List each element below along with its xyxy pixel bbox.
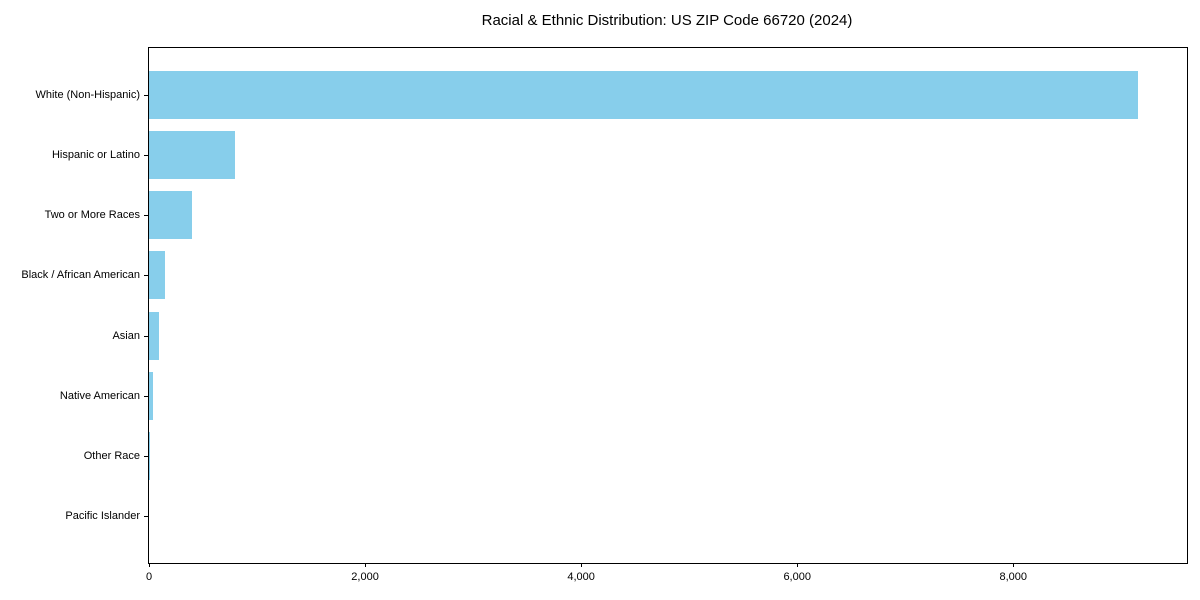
y-tick-label-asian: Asian (112, 329, 140, 342)
bar-two-or-more-races (149, 191, 192, 240)
y-axis-tick (144, 336, 148, 337)
y-axis-tick (144, 516, 148, 517)
chart-title: Racial & Ethnic Distribution: US ZIP Cod… (481, 12, 853, 29)
y-tick-label-other-race: Other Race (83, 449, 140, 462)
x-axis-tick (796, 563, 798, 567)
bar-hispanic-or-latino (149, 131, 235, 180)
y-tick-label-hispanic-or-latino: Hispanic or Latino (51, 149, 140, 162)
y-tick-label-black-african-american: Black / African American (21, 269, 140, 282)
y-axis-tick (144, 95, 148, 96)
x-axis-tick (148, 563, 150, 567)
y-axis-tick (144, 215, 148, 216)
y-axis-tick (144, 396, 148, 397)
bar-other-race (149, 431, 150, 480)
x-tick-label-8-000: 8,000 (999, 571, 1028, 583)
y-axis-tick (144, 155, 148, 156)
plot-area: White (Non-Hispanic) Hispanic or Latino Tw… (21, 47, 1188, 583)
x-axis-tick (580, 563, 582, 567)
y-tick-label-white-non-hispanic: White (Non-Hispanic) (35, 89, 140, 102)
x-axis-tick (1012, 563, 1014, 567)
y-tick-label-pacific-islander: Pacific Islander (65, 509, 140, 522)
x-tick-label-4-000: 4,000 (567, 571, 595, 583)
bar-white-non-hispanic (149, 71, 1138, 120)
x-axis-tick (364, 563, 366, 567)
x-tick-label-0: 0 (145, 571, 153, 583)
y-tick-label-native-american: Native American (59, 389, 140, 402)
y-tick-label-two-or-more-races: Two or More Races (44, 209, 140, 222)
bar-asian (149, 311, 159, 360)
bar-native-american (149, 371, 153, 420)
y-axis-tick (144, 456, 148, 457)
y-axis-tick (144, 275, 148, 276)
bar-black-african-american (149, 251, 165, 300)
x-tick-label-6-000: 6,000 (783, 571, 811, 583)
x-tick-label-2-000: 2,000 (351, 571, 379, 583)
